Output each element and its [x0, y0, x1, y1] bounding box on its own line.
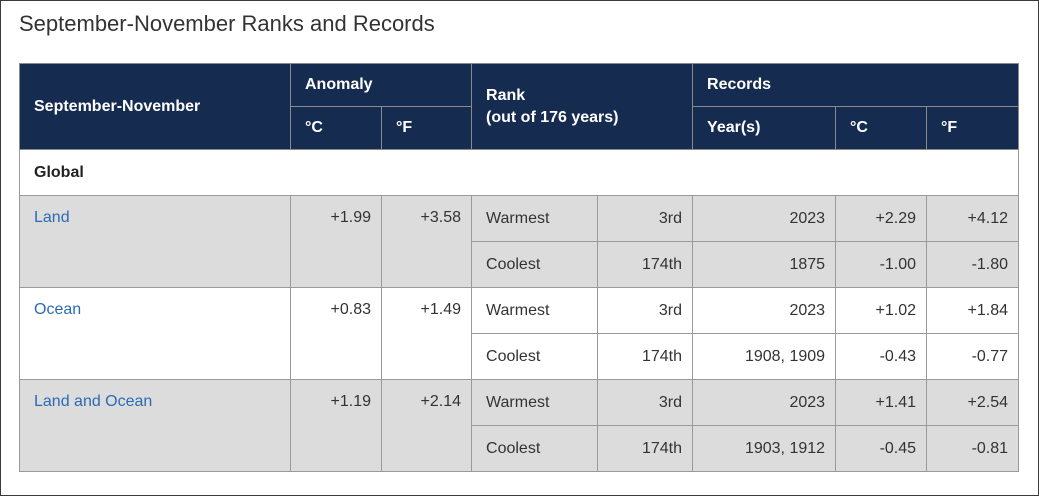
rank-value: 174th: [597, 425, 694, 472]
record-f: +2.54: [926, 379, 1020, 426]
header-anomaly-c: °C: [290, 106, 382, 150]
record-c: +1.41: [835, 379, 928, 426]
rank-type: Coolest: [471, 333, 599, 380]
record-years: 1903, 1912: [692, 425, 837, 472]
region-ocean[interactable]: Ocean: [19, 287, 291, 380]
header-records: Records: [692, 63, 1020, 107]
record-f: -0.81: [926, 425, 1020, 472]
page-title: September-November Ranks and Records: [19, 11, 435, 36]
rank-type: Coolest: [471, 241, 599, 288]
ranks-records-table: September-November Anomaly Rank (out of …: [18, 63, 1020, 472]
record-c: +2.29: [835, 195, 928, 242]
record-f: +1.84: [926, 287, 1020, 334]
region-land-and-ocean[interactable]: Land and Ocean: [19, 379, 291, 472]
header-period: September-November: [19, 63, 291, 150]
header-anomaly-f: °F: [380, 106, 473, 150]
rank-value: 174th: [597, 241, 694, 288]
anomaly-f-land: +3.58: [380, 195, 473, 288]
record-years: 1875: [692, 241, 837, 288]
record-years: 2023: [692, 379, 837, 426]
anomaly-c-land: +1.99: [290, 195, 382, 288]
anomaly-f-ocean: +1.49: [380, 287, 473, 380]
header-records-c: °C: [835, 106, 928, 150]
rank-value: 3rd: [597, 287, 694, 334]
header-records-f: °F: [926, 106, 1020, 150]
record-years: 2023: [692, 287, 837, 334]
header-anomaly: Anomaly: [289, 63, 473, 107]
anomaly-c-ocean: +0.83: [290, 287, 382, 380]
header-years: Year(s): [692, 106, 837, 150]
header-rank-title: Rank: [486, 86, 526, 104]
record-years: 1908, 1909: [692, 333, 837, 380]
record-c: -1.00: [835, 241, 928, 288]
header-rank-subtitle: (out of 176 years): [486, 108, 619, 126]
anomaly-f-land-and-ocean: +2.14: [380, 379, 473, 472]
record-years: 2023: [692, 195, 837, 242]
record-c: +1.02: [835, 287, 928, 334]
record-f: -0.77: [926, 333, 1020, 380]
record-c: -0.43: [835, 333, 928, 380]
rank-type: Warmest: [471, 379, 599, 426]
group-global: Global: [18, 149, 1020, 196]
record-f: -1.80: [926, 241, 1020, 288]
rank-type: Coolest: [471, 425, 599, 472]
record-c: -0.45: [835, 425, 928, 472]
rank-value: 3rd: [597, 195, 694, 242]
anomaly-c-land-and-ocean: +1.19: [290, 379, 382, 472]
rank-type: Warmest: [471, 195, 599, 242]
rank-value: 3rd: [597, 379, 694, 426]
region-link-land-and-ocean[interactable]: Land and Ocean: [34, 393, 153, 410]
region-link-land[interactable]: Land: [34, 209, 70, 226]
rank-type: Warmest: [471, 287, 599, 334]
record-f: +4.12: [926, 195, 1020, 242]
header-rank: Rank (out of 176 years): [471, 63, 694, 150]
rank-value: 174th: [597, 333, 694, 380]
region-land[interactable]: Land: [19, 195, 291, 288]
region-link-ocean[interactable]: Ocean: [34, 301, 82, 318]
